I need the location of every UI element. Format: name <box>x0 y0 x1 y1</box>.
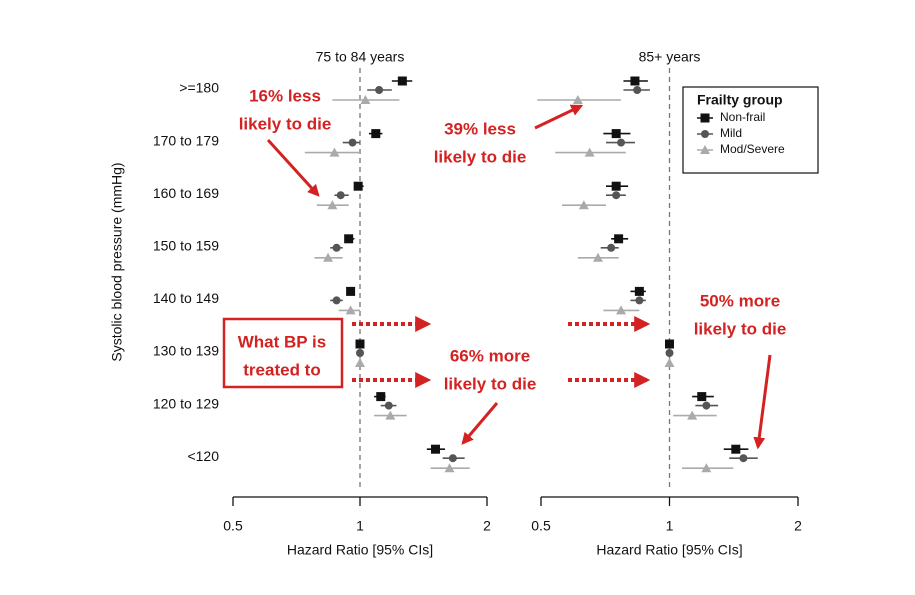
point-triangle <box>687 410 698 420</box>
point-triangle <box>578 200 589 210</box>
y-tick-label: 130 to 139 <box>153 343 219 359</box>
point-circle <box>665 349 674 357</box>
y-tick-label: 150 to 159 <box>153 238 219 254</box>
point-triangle <box>616 305 627 315</box>
y-tick-label: 160 to 169 <box>153 185 219 201</box>
x-tick-label: 0.5 <box>223 518 243 534</box>
annotation-box <box>222 317 344 389</box>
point-circle <box>739 454 748 463</box>
point-triangle <box>323 252 334 262</box>
point-circle <box>332 243 341 252</box>
annotation: What BP is <box>238 332 326 351</box>
legend-label: Mild <box>720 126 742 140</box>
point-square <box>630 76 640 86</box>
point-circle <box>701 130 709 138</box>
point-circle <box>348 138 357 147</box>
point-circle <box>635 296 644 305</box>
annotation: 16% less <box>249 86 321 105</box>
y-tick-label: <120 <box>187 448 219 464</box>
annotation: treated to <box>243 360 320 379</box>
point-square <box>376 392 386 402</box>
point-square <box>697 392 707 402</box>
x-tick-label: 1 <box>356 518 364 534</box>
point-square <box>614 234 624 244</box>
point-triangle <box>701 463 712 473</box>
point-circle <box>617 138 626 147</box>
point-triangle <box>664 358 675 367</box>
point-triangle <box>572 95 583 104</box>
point-circle <box>375 86 384 94</box>
point-square <box>397 76 407 86</box>
point-triangle <box>593 252 604 262</box>
y-tick-label: 120 to 129 <box>153 395 219 411</box>
arrow <box>534 104 584 130</box>
point-square <box>344 234 354 244</box>
y-axis-label: Systolic blood pressure (mmHg) <box>109 162 125 361</box>
point-circle <box>448 454 457 463</box>
annotation: likely to die <box>694 319 787 338</box>
point-triangle <box>700 145 710 154</box>
point-triangle <box>345 305 356 315</box>
point-square <box>611 129 621 139</box>
legend-label: Non-frail <box>720 110 765 124</box>
point-triangle <box>360 95 371 104</box>
point-triangle <box>385 410 396 420</box>
point-square <box>700 113 710 123</box>
arrow <box>753 354 772 450</box>
point-triangle <box>444 463 455 473</box>
arrow <box>461 402 499 445</box>
y-tick-label: 170 to 179 <box>153 132 219 148</box>
point-circle <box>356 349 364 357</box>
x-tick-label: 0.5 <box>531 518 551 534</box>
annotation: 66% more <box>450 346 530 365</box>
point-circle <box>332 296 341 305</box>
x-tick-label: 1 <box>666 518 674 534</box>
point-triangle <box>329 147 340 157</box>
annotation: likely to die <box>434 147 527 166</box>
y-tick-label: 140 to 149 <box>153 290 219 306</box>
point-triangle <box>355 358 365 367</box>
arrow <box>266 138 320 197</box>
panel-title: 85+ years <box>639 49 701 65</box>
point-triangle <box>584 147 595 157</box>
legend-label: Mod/Severe <box>720 142 785 156</box>
point-square <box>371 129 381 139</box>
point-circle <box>612 191 621 200</box>
legend-box <box>682 86 819 174</box>
point-square <box>731 444 741 454</box>
point-triangle <box>327 200 338 210</box>
point-circle <box>607 243 616 252</box>
x-tick-label: 2 <box>483 518 491 534</box>
point-circle <box>336 191 345 200</box>
point-square <box>431 444 441 454</box>
y-tick-label: >=180 <box>179 80 219 96</box>
x-axis-label: Hazard Ratio [95% CIs] <box>287 542 433 558</box>
point-square <box>353 181 363 191</box>
point-circle <box>702 401 711 410</box>
point-square <box>634 286 644 296</box>
annotation: likely to die <box>444 374 537 393</box>
point-square <box>611 181 621 191</box>
point-circle <box>633 86 642 94</box>
point-square <box>346 286 356 296</box>
panel-title: 75 to 84 years <box>316 49 405 65</box>
point-square <box>665 339 674 349</box>
annotation: likely to die <box>239 114 332 133</box>
x-axis-label: Hazard Ratio [95% CIs] <box>596 542 742 558</box>
point-circle <box>384 401 393 410</box>
legend-title: Frailty group <box>697 92 783 108</box>
point-square <box>355 339 365 349</box>
x-tick-label: 2 <box>794 518 802 534</box>
annotation: 39% less <box>444 119 516 138</box>
annotation: 50% more <box>700 291 780 310</box>
